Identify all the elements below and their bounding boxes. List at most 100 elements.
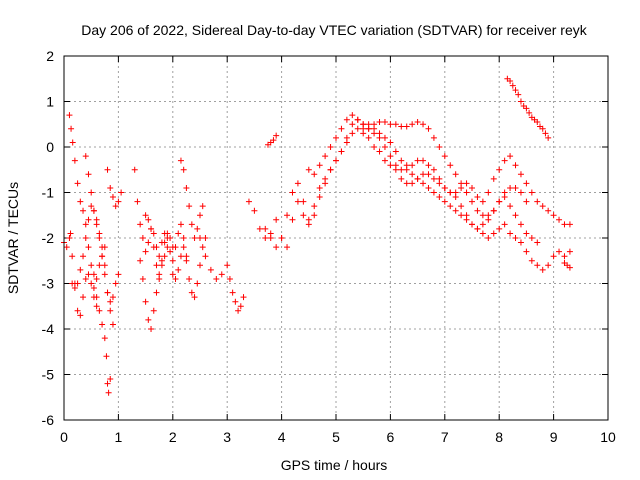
data-point xyxy=(66,235,73,241)
data-point xyxy=(509,82,516,89)
data-point xyxy=(365,125,372,132)
y-tick-label: -6 xyxy=(42,412,55,428)
data-point xyxy=(273,216,280,223)
data-point xyxy=(109,294,116,301)
data-point xyxy=(496,198,503,205)
data-point xyxy=(278,235,285,241)
data-point xyxy=(316,194,323,201)
y-tick-label: -3 xyxy=(42,276,55,292)
data-point xyxy=(101,335,108,342)
data-points xyxy=(61,75,573,396)
data-point xyxy=(447,162,454,169)
data-point xyxy=(409,162,416,169)
data-point xyxy=(139,235,146,241)
data-point xyxy=(180,166,187,173)
data-point xyxy=(262,225,269,232)
data-point xyxy=(420,121,427,128)
data-point xyxy=(88,203,95,210)
data-point xyxy=(409,171,416,178)
data-point xyxy=(294,198,301,205)
data-point xyxy=(469,221,475,228)
data-point xyxy=(186,275,193,282)
data-point xyxy=(104,380,111,387)
data-point xyxy=(137,257,144,264)
data-point xyxy=(104,166,111,173)
data-point xyxy=(517,239,524,246)
chart-title: Day 206 of 2022, Sidereal Day-to-day VTE… xyxy=(81,22,587,38)
data-point xyxy=(104,289,111,296)
data-point xyxy=(523,105,530,112)
data-point xyxy=(452,189,459,196)
series-arc-g xyxy=(131,166,190,264)
data-point xyxy=(112,203,119,210)
data-point xyxy=(153,262,160,269)
data-point xyxy=(82,235,89,241)
data-point xyxy=(381,144,388,150)
data-point xyxy=(474,207,481,214)
data-point xyxy=(237,303,244,310)
data-point xyxy=(93,221,100,228)
data-point xyxy=(550,253,557,260)
plot-frame xyxy=(63,55,609,421)
data-point xyxy=(398,123,405,130)
data-point xyxy=(177,253,184,260)
data-point xyxy=(232,298,239,305)
data-point xyxy=(224,262,231,269)
data-point xyxy=(191,235,198,241)
data-point xyxy=(539,203,546,210)
data-point xyxy=(177,157,184,164)
data-point xyxy=(172,275,179,282)
data-point xyxy=(517,221,524,228)
data-point xyxy=(392,148,399,155)
data-point xyxy=(235,307,242,314)
data-point xyxy=(526,109,533,116)
data-point xyxy=(507,230,514,237)
series-arc-l xyxy=(197,235,247,314)
data-point xyxy=(469,184,475,191)
data-point xyxy=(452,171,459,178)
data-point xyxy=(93,275,100,282)
data-point xyxy=(496,166,503,173)
series-arc-p xyxy=(360,118,530,219)
data-point xyxy=(387,162,394,169)
data-point xyxy=(169,257,176,264)
data-point xyxy=(67,230,74,237)
data-point xyxy=(199,203,206,210)
data-point xyxy=(199,244,206,251)
data-point xyxy=(550,212,557,219)
data-point xyxy=(556,216,563,223)
data-point xyxy=(101,271,108,278)
data-point xyxy=(96,307,103,314)
data-point xyxy=(148,326,155,332)
data-point xyxy=(403,180,410,187)
data-point xyxy=(501,157,508,164)
data-point xyxy=(139,275,146,282)
data-point xyxy=(430,166,437,173)
data-point xyxy=(164,244,171,251)
data-point xyxy=(137,221,144,228)
data-point xyxy=(175,230,182,237)
data-point xyxy=(213,275,220,282)
data-point xyxy=(474,194,481,201)
data-point xyxy=(463,212,470,219)
data-point xyxy=(512,212,519,219)
data-point xyxy=(479,212,486,219)
x-tick-label: 0 xyxy=(60,429,68,445)
data-point xyxy=(109,321,116,328)
data-point xyxy=(545,134,552,141)
data-point xyxy=(403,166,410,173)
series-arc-d xyxy=(82,153,122,305)
data-point xyxy=(145,216,152,223)
data-point xyxy=(300,198,307,205)
data-point xyxy=(343,134,350,141)
data-point xyxy=(105,389,112,396)
data-point xyxy=(371,144,378,150)
data-point xyxy=(245,198,252,205)
data-point xyxy=(311,203,318,210)
data-point xyxy=(153,289,160,296)
data-point xyxy=(311,171,318,178)
data-point xyxy=(145,239,152,246)
data-point xyxy=(333,134,339,141)
data-point xyxy=(68,125,75,132)
